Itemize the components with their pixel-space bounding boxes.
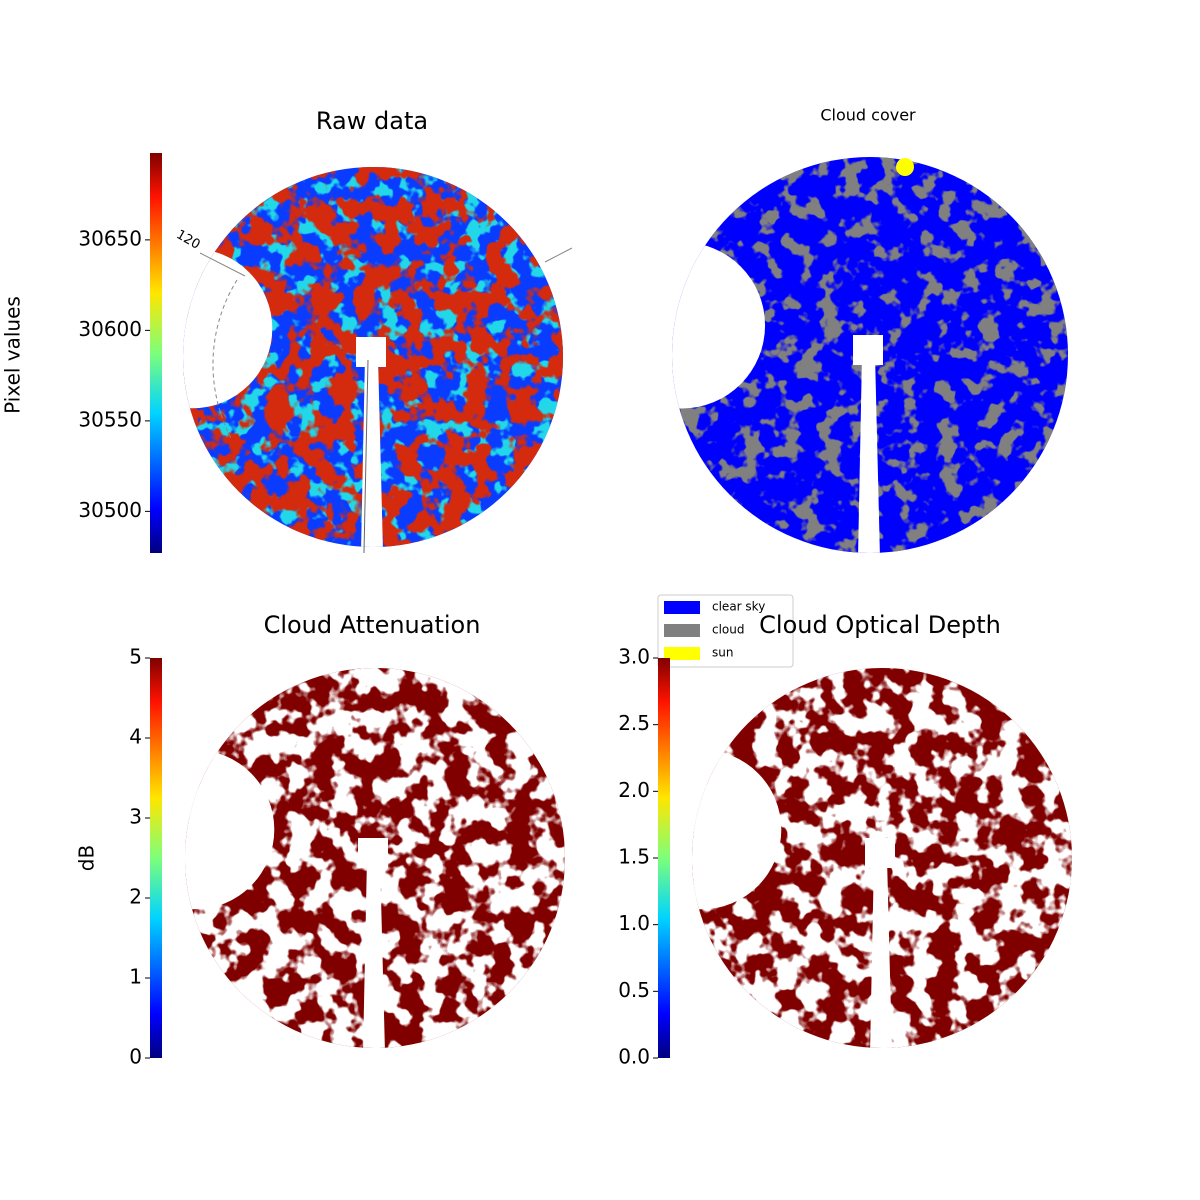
sky-image xyxy=(183,167,563,547)
annotation: 120 xyxy=(173,227,202,252)
colorbar-tick-label: 3 xyxy=(129,805,142,829)
legend-swatch xyxy=(664,647,700,660)
sun-marker xyxy=(896,158,914,176)
legend: clear sky cloud sun xyxy=(657,594,794,668)
panel-title: Cloud Optical Depth xyxy=(759,611,1001,639)
legend-label: sun xyxy=(712,646,733,660)
panel: Cloud Optical Depth 0.0 0.5 1.0 1.5 2.0 2.5 3.0 xyxy=(618,611,1072,1069)
sky-image xyxy=(692,668,1072,1048)
panel-title: Cloud Attenuation xyxy=(264,611,481,639)
colorbar-tick-label: 0.5 xyxy=(618,978,650,1002)
colorbar-tick-label: 30500 xyxy=(78,498,142,522)
legend-label: cloud xyxy=(712,623,745,637)
annotation-line xyxy=(199,252,246,277)
panel: Cloud Attenuation 0 1 2 3 4 5 dB xyxy=(75,611,565,1069)
sky-image xyxy=(185,668,565,1048)
colorbar-tick-label: 2 xyxy=(129,885,142,909)
legend-swatch xyxy=(664,601,700,614)
colorbar-tick-label: 5 xyxy=(129,645,142,669)
panels: Raw data 30500 30550 30600 30650 Pixel values… xyxy=(1,106,1072,1069)
colorbar-tick-label: 3.0 xyxy=(618,645,650,669)
colorbar-tick-label: 1 xyxy=(129,965,142,989)
colorbar-label: dB xyxy=(75,845,99,871)
colorbar-tick-label: 2.5 xyxy=(618,711,650,735)
panel-title: Cloud cover xyxy=(820,106,916,125)
annotation-line xyxy=(363,359,369,554)
colorbar xyxy=(150,658,162,1058)
colorbar xyxy=(150,153,162,553)
legend-swatch xyxy=(664,624,700,637)
colorbar-tick-label: 30550 xyxy=(78,407,142,431)
sky-image xyxy=(672,157,1068,553)
legend-label: clear sky xyxy=(712,600,765,614)
colorbar xyxy=(658,658,670,1058)
colorbar-tick-label: 4 xyxy=(129,725,142,749)
colorbar-tick-label: 30650 xyxy=(78,226,142,250)
colorbar-tick-label: 0.0 xyxy=(618,1045,650,1069)
annotation-line xyxy=(544,247,573,263)
colorbar-tick-label: 0 xyxy=(129,1045,142,1069)
panel-title: Raw data xyxy=(316,107,428,135)
colorbar-tick-label: 30600 xyxy=(78,317,142,341)
panel: Raw data 30500 30550 30600 30650 Pixel values… xyxy=(1,107,573,554)
colorbar-tick-label: 2.0 xyxy=(618,778,650,802)
colorbar-tick-label: 1.0 xyxy=(618,911,650,935)
colorbar-label: Pixel values xyxy=(1,296,25,414)
panel: Cloud cover xyxy=(672,106,1068,553)
colorbar-tick-label: 1.5 xyxy=(618,845,650,869)
